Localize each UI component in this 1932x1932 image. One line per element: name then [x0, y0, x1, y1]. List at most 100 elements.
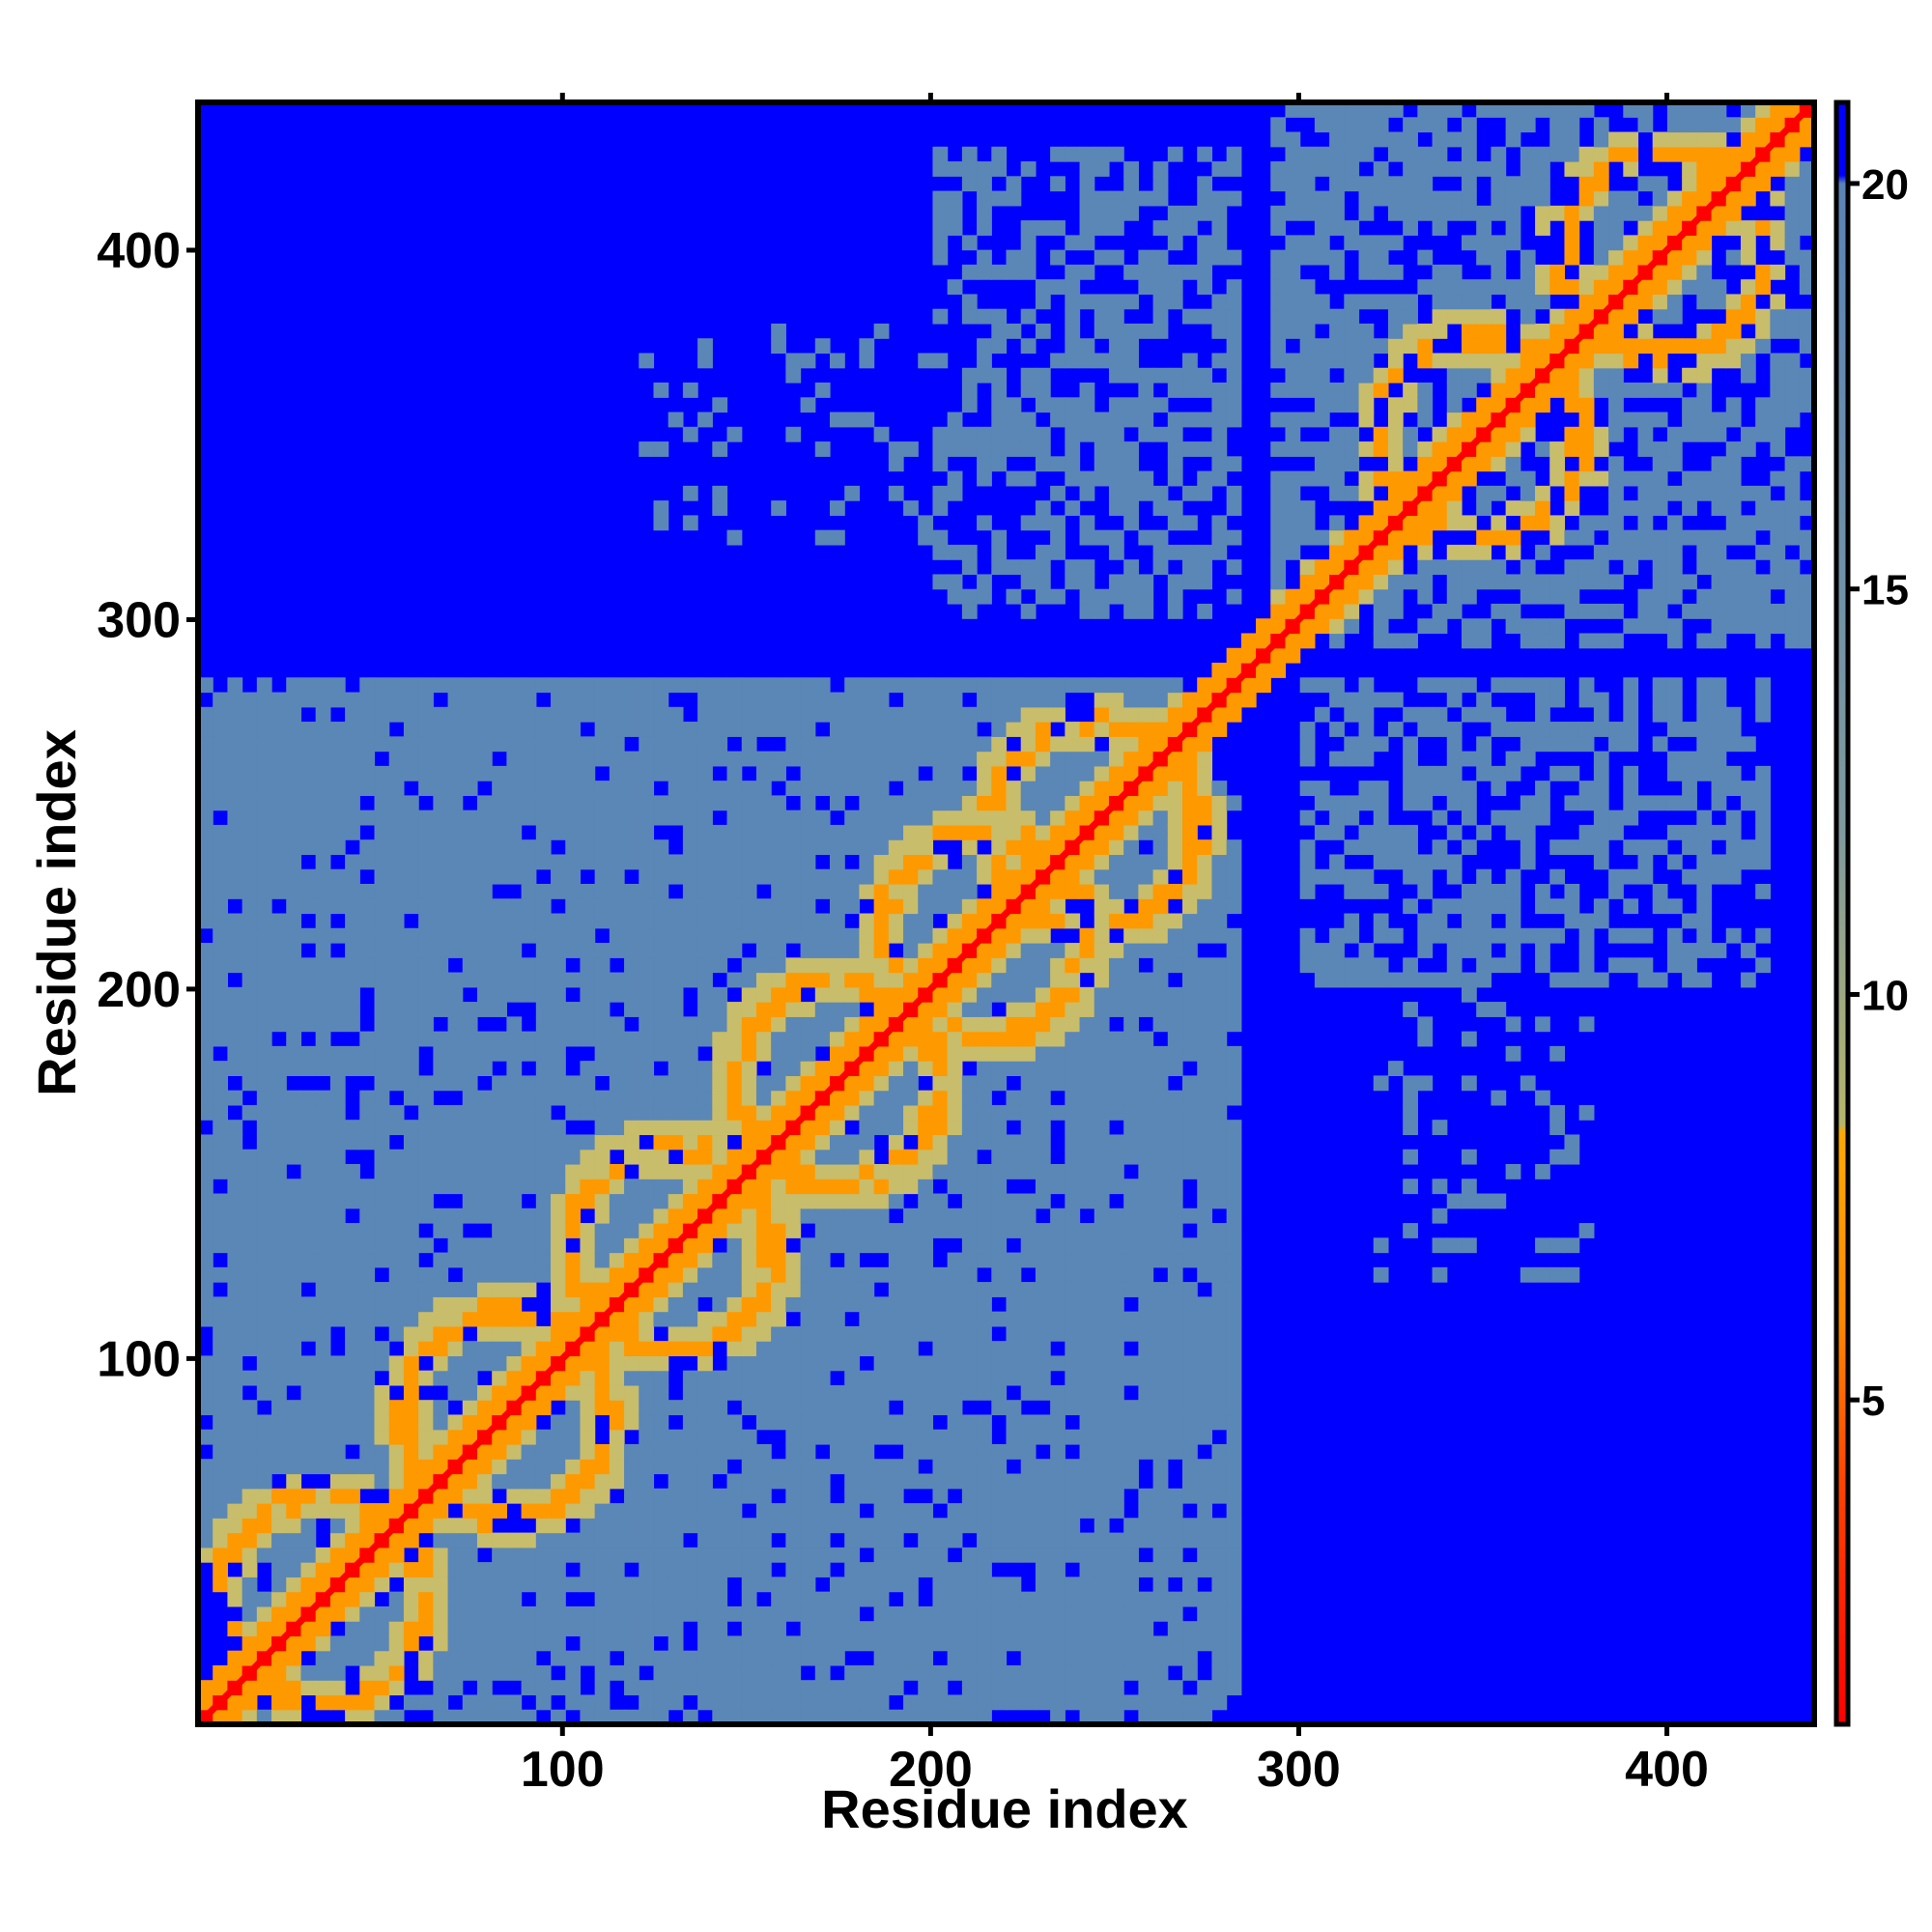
heatmap-cell	[315, 1443, 331, 1460]
heatmap-cell	[977, 972, 992, 988]
heatmap-cell	[991, 1208, 1008, 1224]
heatmap-cell	[256, 1680, 272, 1696]
heatmap-cell	[844, 1621, 861, 1637]
heatmap-cell	[1182, 1370, 1198, 1386]
heatmap-cell	[1211, 1134, 1228, 1151]
heatmap-cell	[755, 839, 772, 856]
heatmap-cell	[844, 677, 861, 694]
heatmap-cell	[1123, 603, 1139, 619]
heatmap-cell	[1138, 383, 1154, 398]
heatmap-cell	[1197, 1635, 1213, 1652]
heatmap-cell	[1094, 1002, 1110, 1017]
heatmap-cell	[198, 972, 213, 988]
heatmap-cell	[755, 706, 772, 723]
heatmap-cell	[256, 1061, 272, 1076]
heatmap-cell	[418, 1208, 434, 1224]
heatmap-cell	[1108, 1577, 1124, 1593]
heatmap-cell	[198, 706, 213, 723]
heatmap-cell	[1065, 323, 1081, 339]
heatmap-cell	[1035, 1163, 1051, 1179]
heatmap-cell	[388, 1045, 405, 1062]
heatmap-cell	[374, 1223, 390, 1238]
heatmap-cell	[433, 1664, 449, 1681]
heatmap-cell	[668, 1031, 684, 1047]
heatmap-cell	[918, 1664, 934, 1681]
heatmap-cell	[271, 1149, 287, 1165]
heatmap-cell	[932, 529, 949, 546]
heatmap-cell	[1167, 1370, 1183, 1386]
heatmap-cell	[668, 1120, 684, 1136]
heatmap-cell	[1138, 1341, 1154, 1357]
heatmap-cell	[682, 1061, 698, 1076]
heatmap-cell	[447, 1179, 464, 1195]
heatmap-cell	[1270, 279, 1287, 296]
heatmap-cell	[1050, 146, 1065, 162]
heatmap-cell	[476, 1311, 493, 1327]
heatmap-cell	[697, 1031, 713, 1047]
heatmap-cell	[1152, 500, 1169, 516]
heatmap-cell	[977, 1355, 992, 1372]
heatmap-cell	[447, 1429, 464, 1445]
heatmap-cell	[947, 1002, 963, 1017]
heatmap-cell	[1182, 1163, 1198, 1179]
heatmap-cell	[374, 781, 390, 796]
heatmap-cell	[918, 1605, 934, 1622]
heatmap-cell	[829, 898, 845, 915]
heatmap-cell	[1065, 1075, 1081, 1092]
heatmap-cell	[697, 1149, 713, 1165]
heatmap-cell	[977, 220, 992, 236]
heatmap-cell	[580, 1341, 596, 1357]
heatmap-cell	[859, 1443, 875, 1460]
heatmap-cell	[242, 1237, 258, 1254]
heatmap-cell	[329, 898, 346, 915]
heatmap-cell	[551, 1488, 566, 1504]
heatmap-cell	[462, 824, 478, 840]
heatmap-cell	[315, 1282, 331, 1297]
heatmap-cell	[300, 1414, 317, 1431]
heatmap-cell	[286, 1296, 302, 1313]
heatmap-cell	[624, 957, 639, 974]
heatmap-cell	[1094, 1621, 1110, 1637]
heatmap-cell	[535, 1149, 552, 1165]
heatmap-cell	[256, 1296, 272, 1313]
heatmap-cell	[829, 1149, 845, 1165]
heatmap-cell	[1035, 500, 1051, 516]
heatmap-cell	[668, 1577, 684, 1593]
heatmap-cell	[506, 1459, 523, 1475]
heatmap-cell	[359, 1120, 376, 1136]
heatmap-cell	[1035, 1650, 1051, 1666]
heatmap-cell	[256, 1355, 272, 1372]
heatmap-cell	[1152, 1223, 1169, 1238]
heatmap-cell	[315, 1577, 331, 1593]
heatmap-cell	[447, 1414, 464, 1431]
heatmap-cell	[991, 1311, 1008, 1327]
heatmap-cell	[418, 986, 434, 1003]
heatmap-cell	[697, 736, 713, 753]
heatmap-cell	[476, 1179, 493, 1195]
heatmap-cell	[1065, 1429, 1081, 1445]
heatmap-cell	[961, 1709, 978, 1724]
heatmap-cell	[932, 824, 949, 840]
heatmap-cell	[447, 1252, 464, 1268]
heatmap-cell	[476, 1532, 493, 1548]
heatmap-cell	[242, 1266, 258, 1283]
heatmap-cell	[1108, 190, 1124, 207]
heatmap-cell	[551, 1179, 566, 1195]
heatmap-cell	[388, 1591, 405, 1607]
heatmap-cell	[961, 176, 978, 192]
heatmap-cell	[961, 839, 978, 856]
heatmap-cell	[271, 1237, 287, 1254]
heatmap-cell	[947, 1473, 963, 1490]
heatmap-cell	[859, 1577, 875, 1593]
heatmap-cell	[1035, 839, 1051, 856]
heatmap-cell	[1167, 603, 1183, 619]
heatmap-cell	[668, 1518, 684, 1534]
heatmap-cell	[991, 1075, 1008, 1092]
heatmap-cell	[977, 1429, 992, 1445]
heatmap-cell	[1138, 1414, 1154, 1431]
heatmap-cell	[492, 1577, 507, 1593]
heatmap-cell	[242, 1341, 258, 1357]
heatmap-cell	[521, 1429, 537, 1445]
heatmap-cell	[1050, 279, 1065, 296]
heatmap-cell	[580, 1163, 596, 1179]
